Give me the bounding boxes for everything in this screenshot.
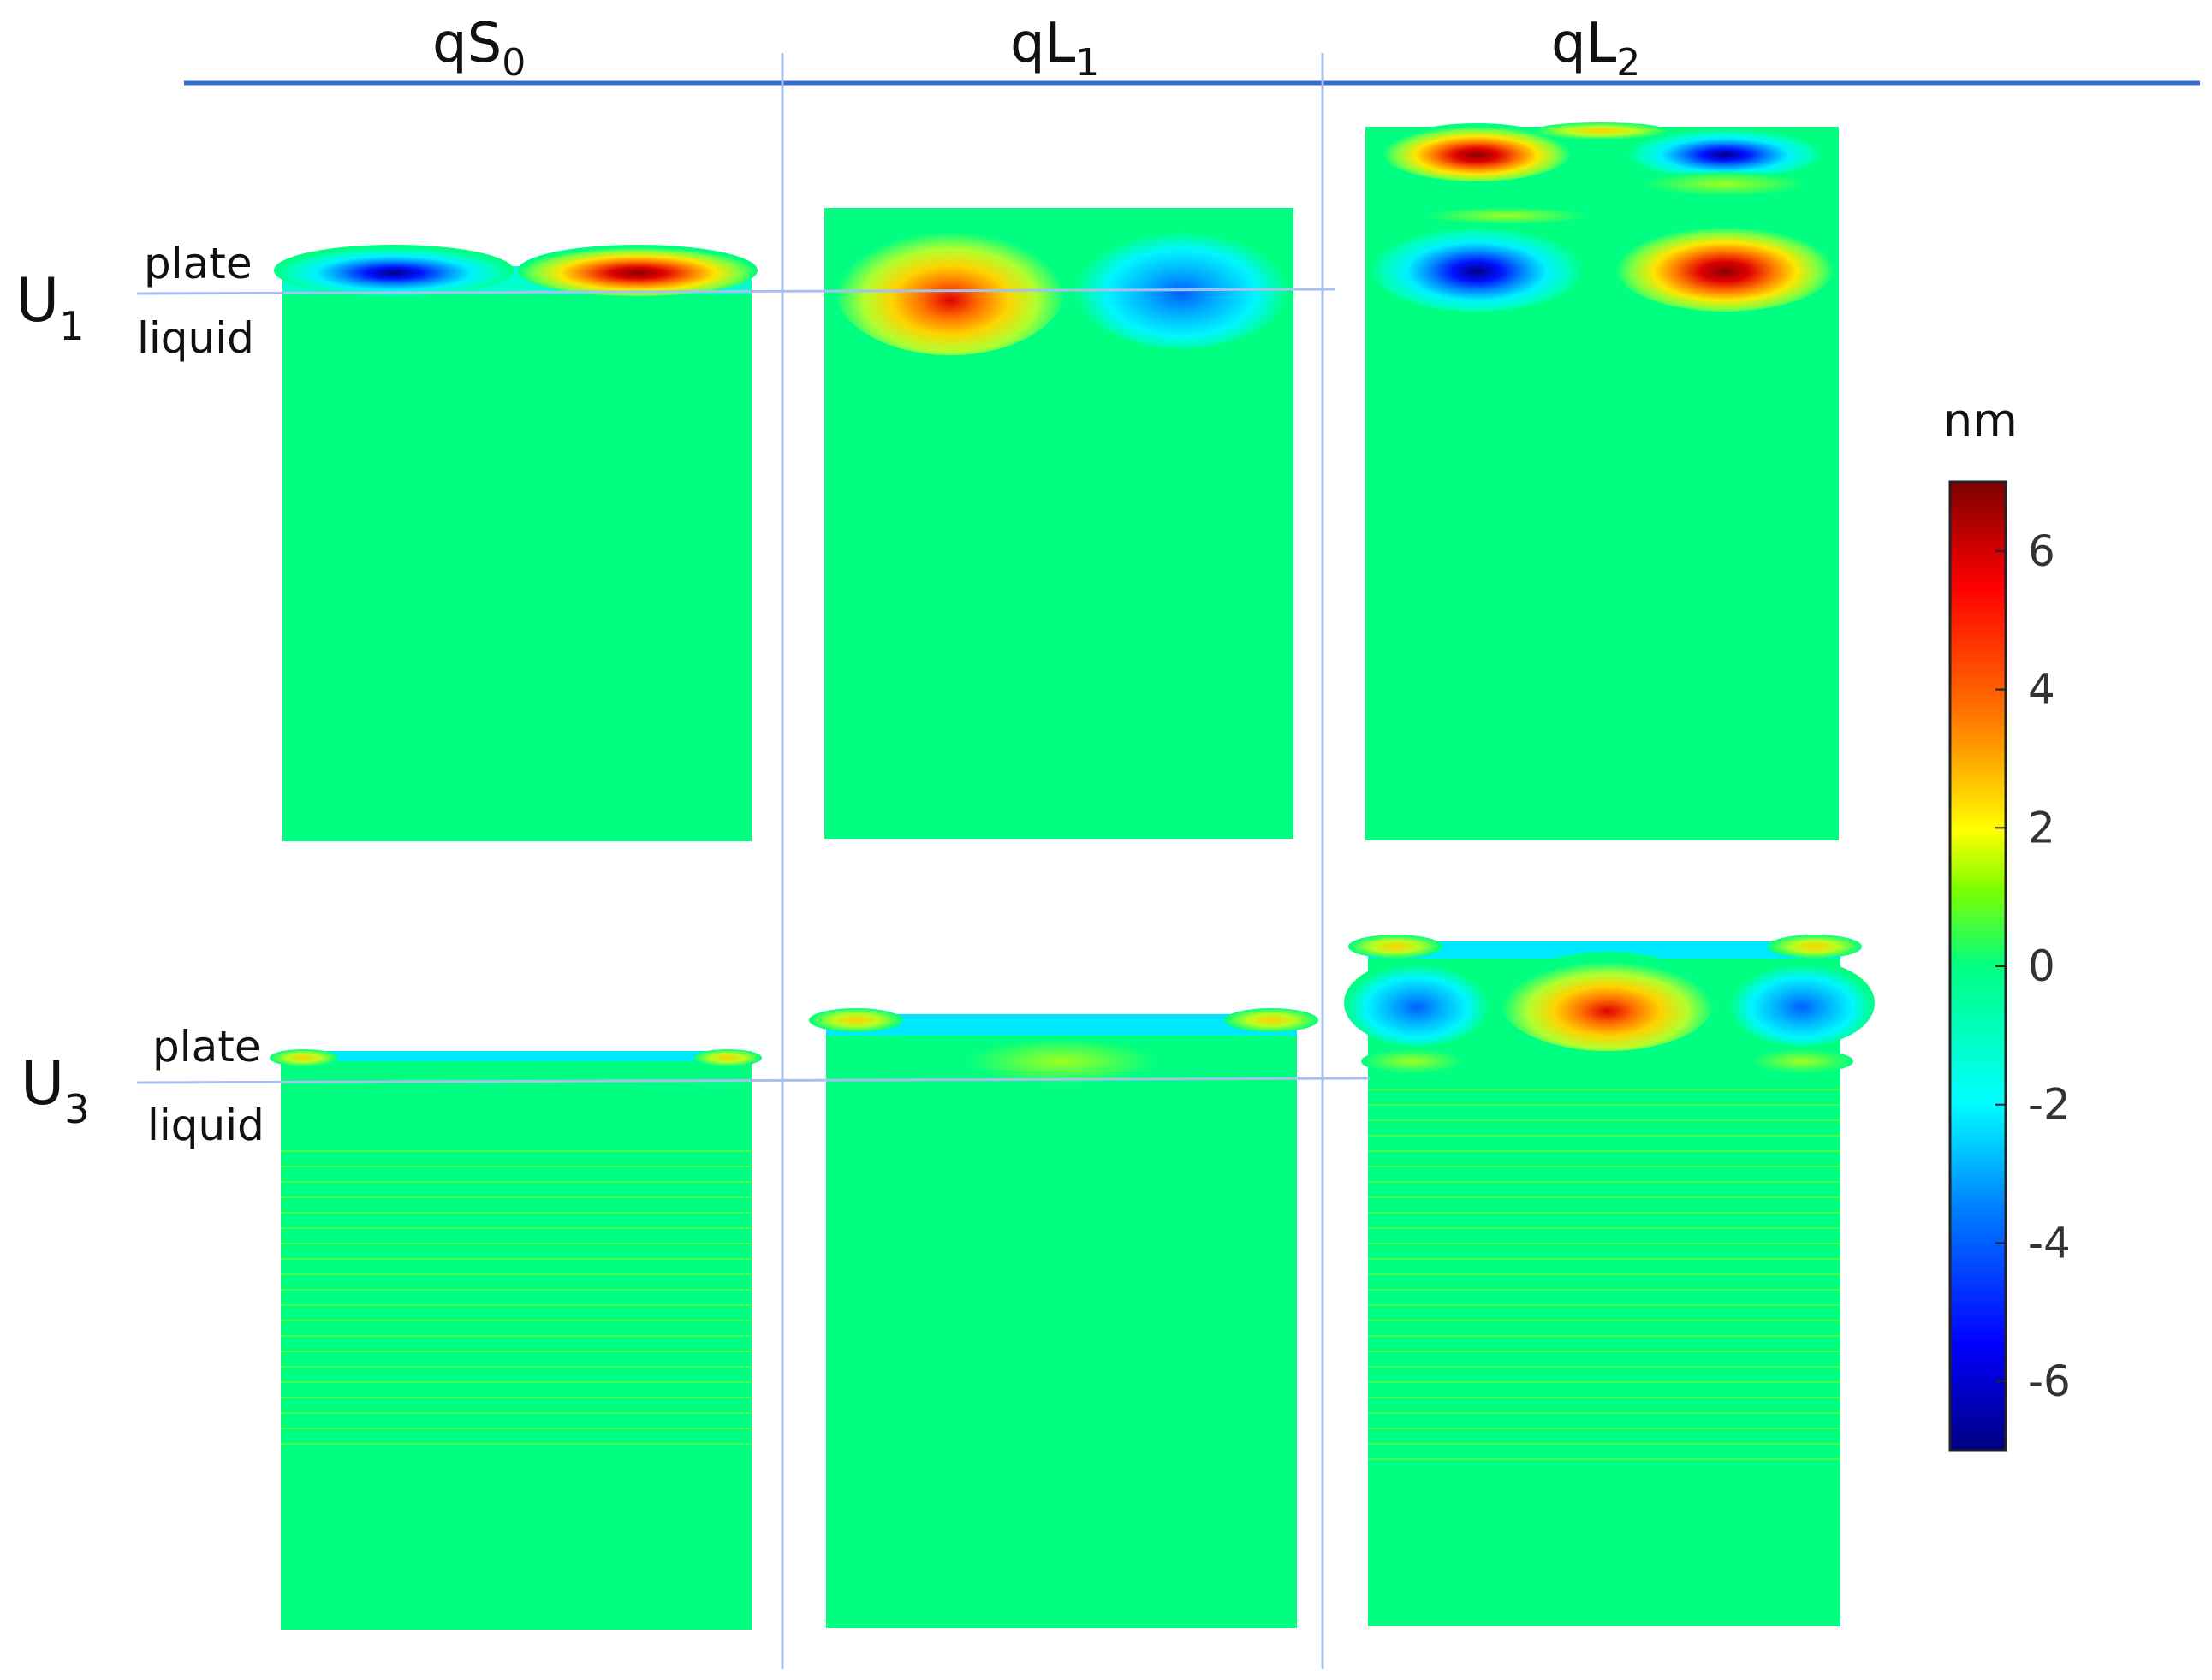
mode-lobe: [1644, 172, 1806, 196]
mode-lobe: [1348, 935, 1442, 959]
colorbar-tick-label: 2: [2028, 803, 2055, 852]
plate-label-u3: plate: [152, 1022, 261, 1072]
column-header-ql2: qL2: [1551, 12, 1640, 85]
mode-lobe: [1382, 123, 1571, 181]
mode-lobe: [1532, 122, 1669, 140]
interface-line-u1: [136, 288, 1336, 295]
liquid-label-u3: liquid: [147, 1101, 265, 1150]
panel-u3-qs0: [270, 1049, 762, 1630]
mode-lobe: [693, 1049, 762, 1066]
mode-lobe: [809, 1008, 903, 1032]
panel-u1-qs0: [274, 245, 758, 841]
mode-lobe: [1626, 127, 1823, 178]
colorbar-tick-label: 4: [2028, 665, 2055, 715]
row-label-u3: U3: [21, 1048, 90, 1132]
mode-lobe: [1361, 1049, 1464, 1073]
mode-lobe: [835, 218, 1066, 355]
row-label-u1: U1: [15, 265, 85, 349]
mode-lobe: [1074, 225, 1288, 348]
plate-label-u1: plate: [144, 239, 253, 288]
mode-lobe: [1501, 952, 1715, 1051]
column-header-qs0: qS0: [432, 12, 526, 85]
mode-lobe: [967, 1039, 1156, 1083]
panel-u3-ql1: [809, 1008, 1318, 1628]
mode-lobe: [1615, 223, 1834, 312]
mode-lobe: [1729, 960, 1875, 1046]
column-header-ql1: qL1: [1010, 12, 1099, 85]
mode-lobe: [1344, 960, 1490, 1046]
liquid-label-u1: liquid: [137, 313, 254, 363]
colorbar-unit: nm: [1943, 394, 2018, 448]
colorbar-tick-label: 0: [2028, 941, 2055, 991]
panel-u1-ql2: [1365, 122, 1839, 840]
mode-lobe: [1751, 1049, 1853, 1073]
colorbar-tick-label: -2: [2028, 1080, 2071, 1130]
mode-lobe: [1425, 207, 1588, 224]
interface-line-u3: [136, 1077, 1371, 1084]
panel-u3-ql2: [1344, 935, 1875, 1626]
mode-lobe: [270, 1049, 338, 1066]
colorbar-tick-label: -6: [2028, 1356, 2071, 1406]
mode-lobe: [1768, 935, 1862, 959]
mode-lobe: [274, 245, 514, 296]
colorbar: nm 6 4 2 0 -2 -4 -6: [1943, 394, 2071, 1452]
panel-u1-ql1: [824, 208, 1293, 839]
mode-lobe: [1370, 223, 1584, 312]
mode-lobe: [518, 245, 758, 296]
mode-lobe: [1224, 1008, 1318, 1032]
colorbar-tick-label: 6: [2028, 526, 2055, 576]
colorbar-tick-label: -4: [2028, 1218, 2071, 1267]
